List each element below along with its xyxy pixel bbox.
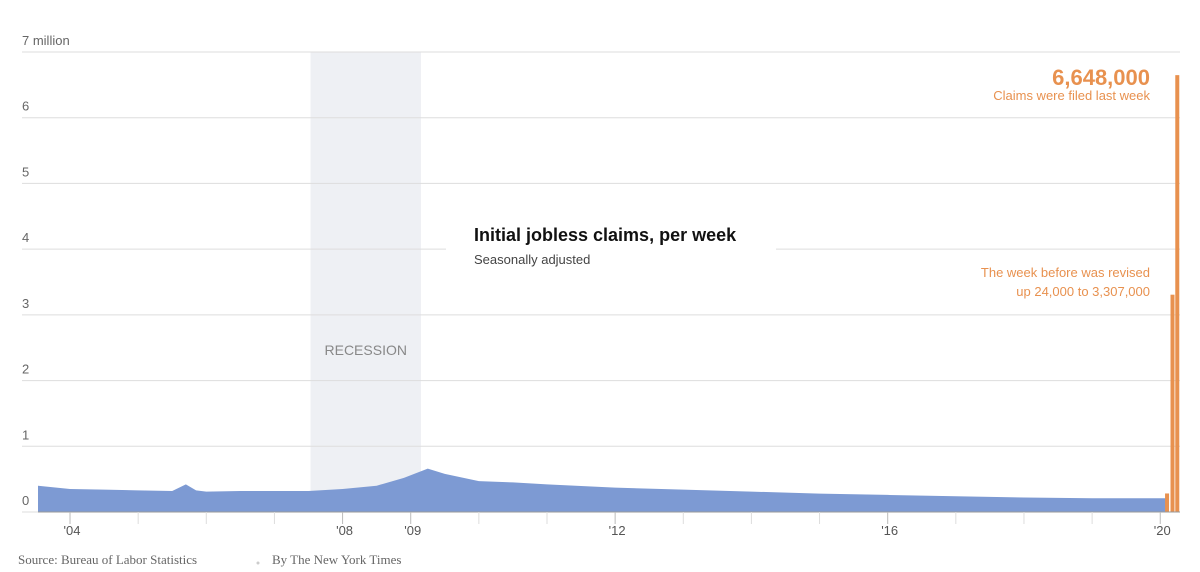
y-tick-label: 1 (22, 427, 29, 442)
value-label: 6,648,000 (1052, 65, 1150, 90)
bar (1175, 75, 1180, 512)
annotation: The week before was revised (981, 265, 1150, 280)
byline: By The New York Times (272, 552, 401, 567)
chart-subtitle: Seasonally adjusted (474, 252, 590, 267)
x-tick-label: '09 (404, 523, 421, 538)
recession-label: RECESSION (325, 342, 407, 358)
title-bg (446, 218, 776, 270)
y-tick-label: 4 (22, 230, 29, 245)
y-tick-label: 5 (22, 164, 29, 179)
x-tick-label: '16 (881, 523, 898, 538)
annotation: Claims were filed last week (993, 88, 1150, 103)
annotation: up 24,000 to 3,307,000 (1016, 284, 1150, 299)
separator (256, 561, 260, 565)
chart-title: Initial jobless claims, per week (474, 225, 737, 245)
y-tick-label: 6 (22, 99, 29, 114)
y-tick-label: 2 (22, 362, 29, 377)
y-tick-label: 0 (22, 493, 29, 508)
x-tick-label: '20 (1154, 523, 1171, 538)
claims-area (38, 468, 1168, 512)
bar (1165, 493, 1170, 512)
x-tick-label: '12 (609, 523, 626, 538)
y-tick-label: 3 (22, 296, 29, 311)
y-tick-label: 7 million (22, 33, 70, 48)
source: Source: Bureau of Labor Statistics (18, 552, 197, 567)
x-tick-label: '08 (336, 523, 353, 538)
bar (1170, 294, 1175, 512)
recession-band (310, 52, 421, 512)
x-tick-label: '04 (64, 523, 81, 538)
